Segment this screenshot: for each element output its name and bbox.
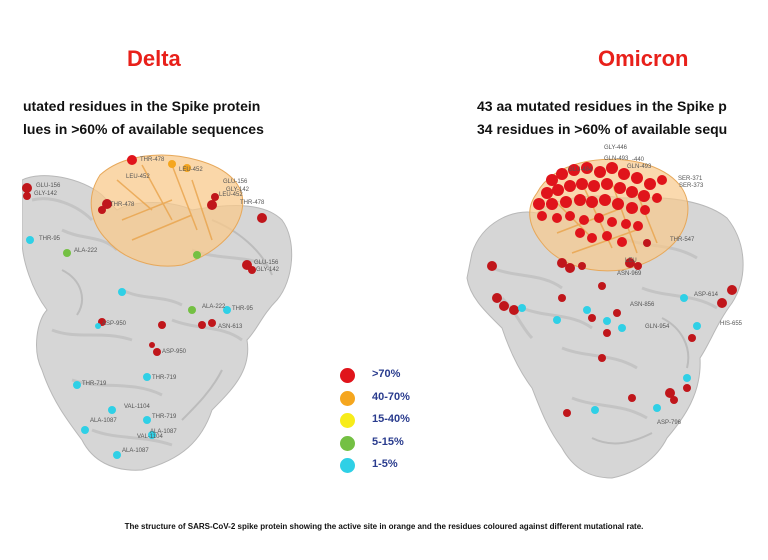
residue-label: VAL-1104 <box>124 404 150 410</box>
residue-label: THR-719 <box>82 381 107 387</box>
delta-residue-markers <box>22 155 267 459</box>
residue-label: GLU-484 <box>568 167 593 173</box>
residue-label: ALA-222 <box>202 304 226 310</box>
residue-label: GLY-142 <box>226 187 250 193</box>
legend-swatch <box>340 413 355 428</box>
residue-label: LEU-452 <box>219 192 243 198</box>
residue-label: THR-547 <box>670 237 695 243</box>
omicron-subtitle-line-1: 43 aa mutated residues in the Spike p <box>477 98 727 114</box>
figure-caption: The structure of SARS-CoV-2 spike protei… <box>124 522 644 531</box>
residue-label: LEU-452 <box>126 174 150 180</box>
residue-label: VAL-1104 <box>137 434 163 440</box>
legend-swatch <box>340 368 355 383</box>
omicron-title: Omicron <box>598 46 689 71</box>
residue-label: THR-478 <box>240 200 265 206</box>
residue-label: GLY-142 <box>256 267 280 273</box>
residue-label: ASP-950 <box>102 321 127 327</box>
omicron-spike-structure: GLY-446 GLN-493 -440 GLN-493 GLU-484 SER-371 S… <box>462 138 748 480</box>
residue-label: THR-719 <box>152 414 177 420</box>
legend-label: >70% <box>372 368 401 380</box>
residue-label: ALA-1087 <box>122 448 149 454</box>
residue-label: GLN-954 <box>645 324 670 330</box>
residue-label: SER-371 <box>678 176 703 182</box>
residue-label: THR-478 <box>140 157 165 163</box>
residue-label: SER-373 <box>679 183 704 189</box>
residue-label: LEU-452 <box>179 167 203 173</box>
residue-label: ALA-1087 <box>90 418 117 424</box>
residue-label: -440 <box>632 157 645 163</box>
legend-label: 5-15% <box>372 435 404 448</box>
legend-label: 1-5% <box>372 458 398 470</box>
legend-swatch <box>340 458 355 473</box>
residue-label: HIS-655 <box>720 321 743 327</box>
omicron-subtitle-line-2: 34 residues in >60% of available sequ <box>477 121 728 137</box>
residue-label: GLU-156 <box>36 183 61 189</box>
residue-label: LEU <box>625 258 637 264</box>
delta-subtitle-line-1: utated residues in the Spike protein <box>23 98 261 114</box>
residue-label: GLN-493 <box>604 156 629 162</box>
residue-label: ASN-969 <box>617 271 642 277</box>
residue-label: ALA-1087 <box>150 429 177 435</box>
residue-label: ALA-222 <box>74 248 98 254</box>
residue-label: THR-719 <box>152 375 177 381</box>
residue-label: GLU-156 <box>254 260 279 266</box>
residue-label: THR-95 <box>39 236 61 242</box>
residue-label: GLY-142 <box>34 191 58 197</box>
delta-spike-structure: THR-478 LEU-452 LEU-452 GLU-156 GLY-142 LEU-4… <box>22 140 294 480</box>
residue-label: GLY-446 <box>604 145 628 151</box>
residue-label: ASP-950 <box>162 349 187 355</box>
residue-label: ASP-614 <box>694 292 719 298</box>
residue-label: THR-95 <box>232 306 254 312</box>
delta-title: Delta <box>127 46 181 71</box>
residue-label: THR-478 <box>110 202 135 208</box>
legend-label: 15-40% <box>372 413 410 425</box>
omicron-residue-markers <box>487 162 737 417</box>
residue-label: GLN-493 <box>627 164 652 170</box>
residue-label: ASP-796 <box>657 420 682 426</box>
residue-label: GLU-156 <box>223 179 248 185</box>
legend-label: 40-70% <box>372 390 410 403</box>
residue-label: ASN-613 <box>218 324 243 330</box>
delta-subtitle-line-2: lues in >60% of available sequences <box>23 121 264 137</box>
legend-swatch <box>340 390 355 406</box>
legend-swatch <box>340 435 355 451</box>
delta-active-site <box>90 154 244 267</box>
residue-label: ASN-856 <box>630 302 655 308</box>
